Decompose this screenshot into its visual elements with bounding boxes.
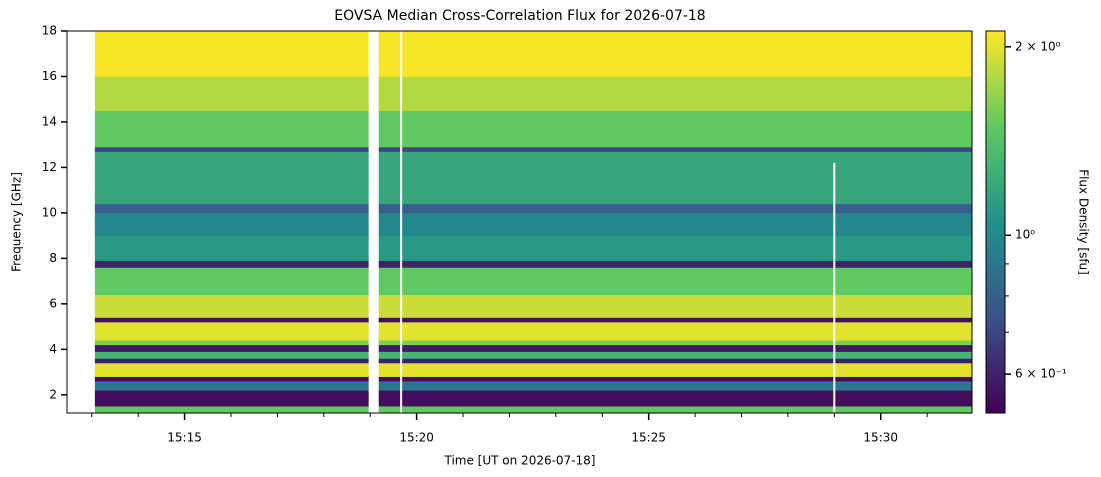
heatmap-cell — [378, 381, 972, 391]
heatmap-cell — [94, 351, 369, 359]
heatmap-cell — [94, 406, 369, 414]
plot-frame — [66, 30, 973, 414]
colorbar-tick-label: 6 × 10⁻¹ — [1015, 367, 1067, 381]
heatmap-cell — [378, 31, 972, 77]
heatmap-cell — [94, 317, 369, 323]
heatmap-cell — [378, 317, 972, 323]
heatmap-cell — [94, 294, 369, 318]
heatmap-cell — [94, 340, 369, 346]
x-tick-label: 15:20 — [399, 431, 434, 445]
heatmap-cell — [94, 110, 369, 148]
heatmap-cell — [94, 31, 369, 77]
heatmap-cell — [378, 376, 972, 382]
heatmap-cell — [94, 322, 369, 341]
y-tick-label: 8 — [49, 251, 57, 265]
heatmap-cell — [94, 151, 369, 205]
heatmap-cell — [378, 344, 972, 352]
heatmap-cell — [378, 340, 972, 346]
heatmap-cell — [378, 390, 972, 407]
heatmap-cell — [378, 146, 972, 152]
heatmap-cell — [378, 235, 972, 261]
heatmap-cell — [378, 151, 972, 205]
heatmap-cell — [378, 212, 972, 236]
heatmap-cell — [378, 260, 972, 268]
x-tick-label: 15:15 — [167, 431, 202, 445]
heatmap-cell — [378, 358, 972, 364]
heatmap-cell — [378, 203, 972, 214]
x-tick-label: 15:25 — [631, 431, 666, 445]
y-tick-label: 12 — [42, 160, 57, 174]
colorbar — [985, 30, 1006, 414]
heatmap-cell — [94, 267, 369, 296]
y-tick-label: 14 — [42, 114, 57, 128]
y-tick-label: 6 — [49, 296, 57, 310]
colorbar-label: Flux Density [sfu] — [1077, 169, 1091, 275]
heatmap-cell — [94, 76, 369, 111]
heatmap-cell — [94, 381, 369, 391]
heatmap-cell — [94, 212, 369, 236]
heatmap-cell — [378, 294, 972, 318]
heatmap-cell — [378, 76, 972, 111]
y-tick-label: 16 — [42, 69, 57, 83]
heatmap-cell — [378, 362, 972, 377]
y-tick-label: 4 — [49, 342, 57, 356]
heatmap-cell — [378, 322, 972, 341]
heatmap-cell — [94, 203, 369, 214]
heatmap-cell — [94, 376, 369, 382]
heatmap-cell — [94, 358, 369, 364]
chart-title: EOVSA Median Cross-Correlation Flux for … — [334, 8, 705, 24]
heatmap-cell — [94, 235, 369, 261]
heatmap-cell — [378, 110, 972, 148]
y-tick-label: 18 — [42, 24, 57, 38]
colorbar-tick-label: 2 × 10⁰ — [1015, 39, 1061, 53]
x-tick-label: 15:30 — [863, 431, 898, 445]
heatmap-cell — [94, 146, 369, 152]
heatmap-cell — [378, 406, 972, 414]
heatmap-cell — [94, 344, 369, 352]
heatmap-cell — [94, 362, 369, 377]
colorbar-tick-label: 10⁰ — [1015, 228, 1035, 242]
heatmap-cell — [378, 351, 972, 359]
y-tick-label: 10 — [42, 205, 57, 219]
y-tick-label: 2 — [49, 387, 57, 401]
heatmap-cell — [94, 390, 369, 407]
y-axis-label: Frequency [GHz] — [10, 172, 24, 272]
heatmap-cell — [94, 260, 369, 268]
heatmap-cell — [378, 267, 972, 296]
x-axis-label: Time [UT on 2026-07-18] — [444, 454, 596, 468]
